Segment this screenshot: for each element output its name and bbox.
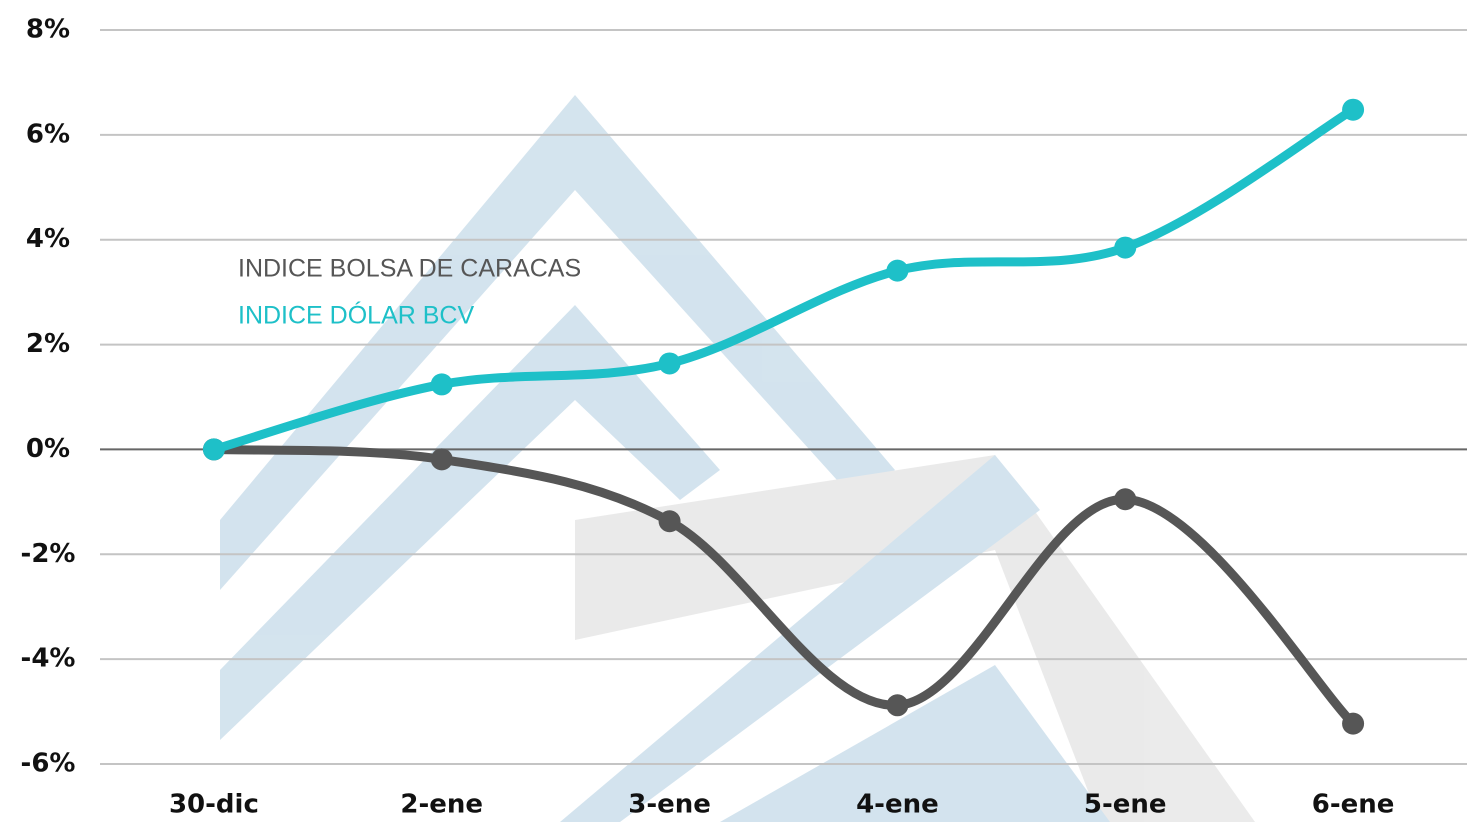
x-tick-label: 30-dic [169, 790, 259, 820]
data-point [886, 260, 908, 282]
y-tick-label: -6% [21, 749, 76, 779]
data-point [659, 352, 681, 374]
data-point [1114, 237, 1136, 259]
chart: -6% -4% -2% 0% 2% 4% 6% 8% 30-dic 2-ene 3-ene 4-ene… [0, 0, 1467, 822]
x-tick-label: 6-ene [1312, 790, 1395, 820]
y-tick-label: 0% [26, 434, 70, 464]
data-point [1114, 488, 1136, 510]
y-tick-label: 8% [26, 15, 70, 45]
y-tick-label: -4% [21, 644, 76, 674]
y-tick-label: -2% [21, 539, 76, 569]
watermark [220, 95, 1255, 822]
data-point [431, 373, 453, 395]
data-point [203, 438, 225, 460]
data-point [886, 694, 908, 716]
y-tick-label: 2% [26, 329, 70, 359]
x-tick-label: 2-ene [400, 790, 483, 820]
y-tick-label: 4% [26, 224, 70, 254]
data-point [659, 510, 681, 532]
x-tick-label: 5-ene [1084, 790, 1167, 820]
legend-label: INDICE DÓLAR BCV [238, 301, 474, 330]
data-point [1342, 713, 1364, 735]
y-tick-label: 6% [26, 119, 70, 149]
legend-label: INDICE BOLSA DE CARACAS [238, 255, 581, 283]
x-tick-label: 3-ene [628, 790, 711, 820]
data-point [1342, 99, 1364, 121]
data-point [431, 448, 453, 470]
x-tick-label: 4-ene [856, 790, 939, 820]
